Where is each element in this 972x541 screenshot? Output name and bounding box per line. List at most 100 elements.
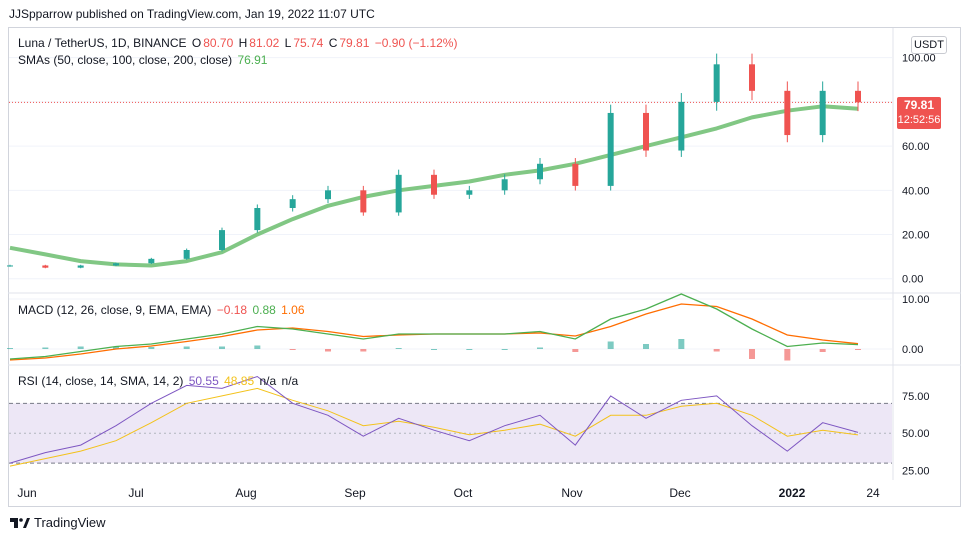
macd-histogram-bar [289,349,296,350]
time-axis-label: Jun [17,486,36,500]
footer[interactable]: TradingView [10,515,106,530]
rsi-label[interactable]: RSI (14, close, 14, SMA, 14, 2) [18,374,184,388]
macd-histogram-bar [254,345,261,349]
candle-body [325,190,331,200]
macd-histogram-bar [784,349,791,361]
sma-value: 76.91 [237,53,268,67]
candle-body [678,101,685,151]
macd-histogram-bar [77,346,84,349]
macd-histogram-bar [643,344,649,349]
candle-body [289,199,296,208]
macd-histogram-bar [7,348,13,349]
candle-body [643,112,649,151]
last-price-tag: 79.81 12:52:56 [897,97,941,129]
macd-histogram-bar [42,347,49,349]
rsi-tick-label: 25.00 [902,466,930,478]
macd-histogram-bar [431,349,437,350]
candle-body [749,64,755,91]
candle-body [607,112,614,186]
candle-body [431,174,437,195]
high-label: H [238,36,248,50]
rsi-ma-line [9,387,859,467]
time-axis-label: Aug [235,486,256,500]
open-value: 80.70 [203,36,234,50]
candle-body [395,174,402,213]
candle-body [7,265,13,267]
rsi-line [9,375,859,464]
candle-body [113,263,119,266]
close-value: 79.81 [339,36,370,50]
high-value: 81.02 [249,36,280,50]
candle-body [713,64,720,102]
close-label: C [328,36,338,50]
time-axis-label: Sep [344,486,366,500]
macd-histogram-bar [148,347,155,349]
macd-histogram-bar [855,349,861,350]
candle-body [360,190,367,213]
macd-histogram-bar [537,347,543,349]
candle-body [855,90,861,103]
candle-body [501,179,508,191]
time-axis-label: Oct [454,486,473,500]
published-header: JJSpparrow published on TradingView.com,… [9,7,375,21]
macd-histogram-bar [113,346,119,349]
macd-hist-value: −0.18 [216,303,248,317]
rsi-na-1: n/a [259,374,277,388]
candle-body [77,265,84,268]
time-axis-label: Nov [561,486,582,500]
footer-brand: TradingView [34,515,106,530]
candle-body [784,90,791,136]
rsi-na-2: n/a [281,374,299,388]
bar-countdown: 12:52:56 [897,114,941,126]
rsi-value: 50.55 [188,374,219,388]
price-tick-label: 0.00 [902,274,923,286]
macd-histogram-bar [819,349,826,352]
macd-histogram-bar [325,349,331,352]
rsi-legend: RSI (14, close, 14, SMA, 14, 2) 50.55 48… [18,374,300,388]
tradingview-logo-icon [10,517,30,528]
macd-line [9,293,859,360]
price-tick-label: 20.00 [902,230,930,242]
time-axis-label: Jul [128,486,143,500]
macd-histogram-bar [501,349,508,350]
macd-histogram-bar [360,349,367,352]
macd-signal-value: 1.06 [281,303,305,317]
sma-legend: SMAs (50, close, 100, close, 200, close)… [18,53,269,67]
candle-body [466,190,473,195]
rsi-tick-label: 50.00 [902,428,930,440]
rsi-tick-label: 75.00 [902,391,930,403]
open-label: O [191,36,202,50]
macd-histogram-bar [219,346,225,349]
macd-histogram-bar [395,348,402,349]
change-value: −0.90 (−1.12%) [374,36,458,50]
macd-histogram-bar [749,349,755,359]
low-label: L [284,36,292,50]
time-axis-label: 24 [866,486,880,500]
macd-tick-label: 0.00 [902,344,923,356]
candle-body [219,230,225,250]
macd-legend: MACD (12, 26, close, 9, EMA, EMA) −0.18 … [18,303,307,317]
macd-histogram-bar [466,349,473,350]
sma-label[interactable]: SMAs (50, close, 100, close, 200, close) [18,53,233,67]
macd-histogram-bar [678,339,685,349]
candle-body [148,258,155,264]
last-price-value: 79.81 [903,98,935,112]
macd-histogram-bar [572,349,579,352]
macd-line-value: 0.88 [252,303,276,317]
macd-histogram-bar [607,341,614,349]
macd-histogram-bar [183,346,190,349]
candle-body [254,208,261,231]
rsi-ma-value: 48.85 [224,374,255,388]
low-value: 75.74 [293,36,324,50]
chart-frame [8,27,961,507]
candle-body [183,250,190,259]
candle-body [42,265,49,268]
time-axis-label: 2022 [779,486,806,500]
candle-body [537,163,543,180]
macd-label[interactable]: MACD (12, 26, close, 9, EMA, EMA) [18,303,212,317]
currency-button[interactable]: USDT [911,36,947,54]
price-tick-label: 100.00 [902,53,936,65]
symbol-label[interactable]: Luna / TetherUS, 1D, BINANCE [18,36,187,50]
candle-body [572,163,579,186]
